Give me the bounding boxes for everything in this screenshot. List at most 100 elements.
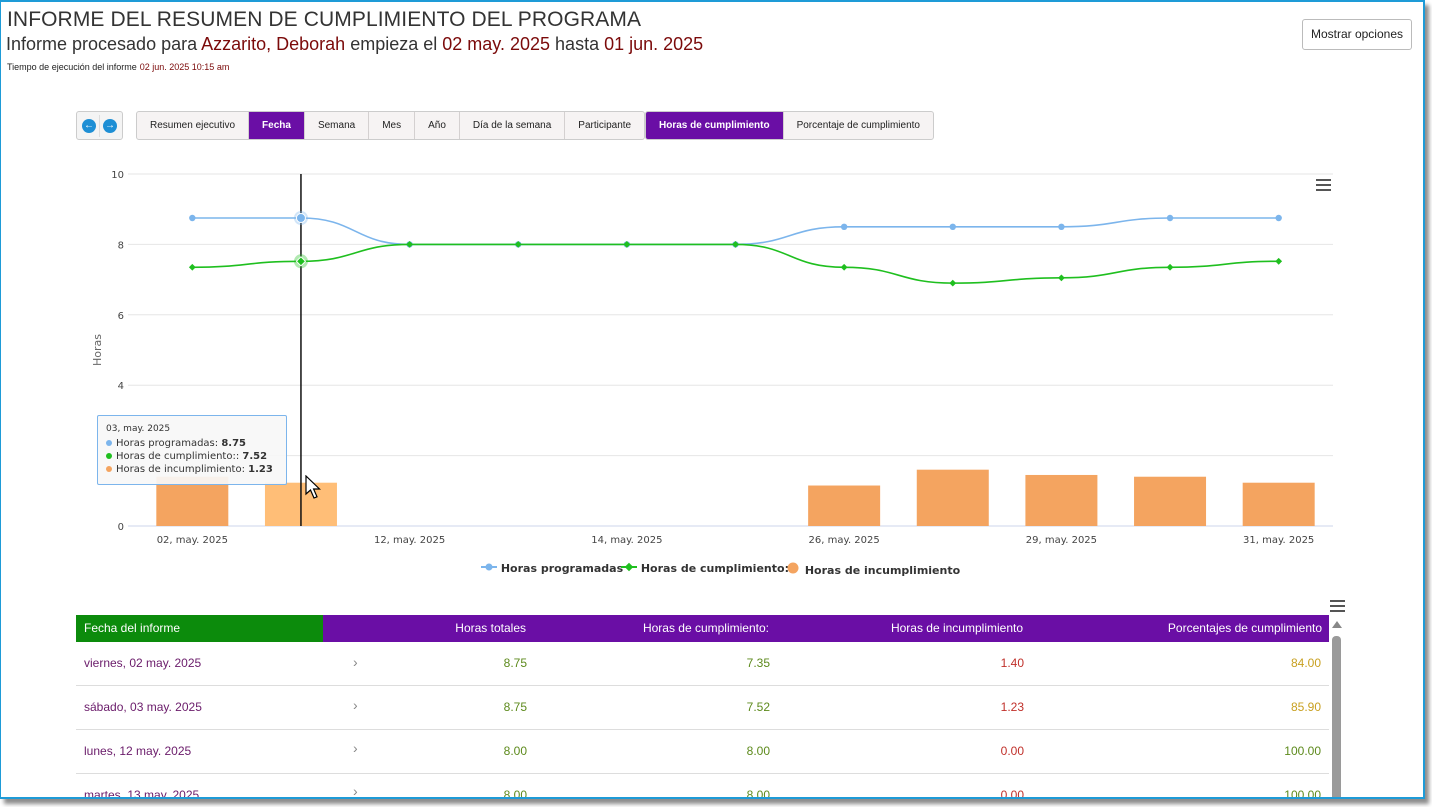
table-row[interactable]: martes, 13 may. 2025 8.00 8.00 0.00 100.… [76, 774, 1329, 799]
tooltip-value: 1.23 [248, 464, 273, 475]
cell-percent: 84.00 [1290, 656, 1321, 670]
arrow-right-icon: → [103, 118, 117, 133]
table-scrollbar[interactable] [1332, 636, 1341, 797]
chevron-right-icon[interactable]: › [353, 783, 358, 799]
data-point [840, 263, 848, 271]
data-point [840, 223, 848, 230]
table-row[interactable]: lunes, 12 may. 2025 8.00 8.00 0.00 100.0… [76, 730, 1329, 774]
data-point [1275, 214, 1282, 222]
header-horas-incumplimiento[interactable]: Horas de incumplimiento [890, 621, 1023, 635]
bar [1025, 474, 1098, 526]
tab-semana[interactable]: Semana [305, 112, 370, 139]
data-point [188, 263, 196, 271]
header-horas-cumplimiento[interactable]: Horas de cumplimiento: [642, 621, 769, 635]
legend-label: Horas de incumplimiento [804, 564, 961, 577]
tab-porcentaje-cumplimiento[interactable]: Porcentaje de cumplimiento [796, 120, 920, 131]
runtime-info: Tiempo de ejecución del informe 02 jun. 2… [7, 62, 229, 72]
start-date: 02 may. 2025 [442, 34, 551, 54]
legend-item-programadas[interactable]: Horas programadas [481, 562, 623, 575]
tooltip-label: Horas de incumplimiento: [116, 464, 245, 475]
cell-percent: 100.00 [1284, 744, 1321, 758]
tab-horas-cumplimiento[interactable]: Horas de cumplimiento [646, 112, 784, 139]
cell-date[interactable]: sábado, 03 may. 2025 [84, 700, 202, 714]
data-point [189, 214, 196, 222]
prev-button[interactable]: ← [79, 115, 99, 137]
tab-ano[interactable]: Año [415, 112, 460, 139]
subtitle-prefix: Informe procesado para [6, 34, 198, 54]
table-row[interactable]: sábado, 03 may. 2025 8.75 7.52 1.23 85.9… [76, 686, 1329, 730]
chart-tooltip: 03, may. 2025 Horas programadas: 8.75 Ho… [97, 415, 287, 485]
runtime-value: 02 jun. 2025 10:15 am [139, 62, 230, 72]
until-label: hasta [555, 34, 600, 54]
legend-label: Horas programadas [500, 562, 624, 575]
tooltip-dot-icon [106, 453, 112, 459]
data-point [295, 256, 307, 267]
data-point [514, 241, 522, 248]
tooltip-dot-icon [106, 466, 112, 472]
end-date: 01 jun. 2025 [604, 34, 704, 54]
bar [1134, 476, 1207, 526]
scroll-up-icon[interactable] [1332, 621, 1342, 628]
data-point [295, 213, 306, 223]
legend-dot-icon [787, 562, 799, 574]
data-point [1058, 223, 1065, 230]
page-title: INFORME DEL RESUMEN DE CUMPLIMIENTO DEL … [7, 8, 642, 31]
tooltip-label: Horas programadas: [116, 438, 219, 449]
tab-resumen-ejecutivo[interactable]: Resumen ejecutivo [137, 112, 250, 139]
tooltip-date: 03, may. 2025 [106, 424, 171, 434]
data-point [1058, 274, 1065, 282]
data-point [1166, 214, 1174, 222]
cell-date[interactable]: viernes, 02 may. 2025 [84, 656, 202, 670]
mouse-cursor-icon [305, 475, 321, 499]
x-tick-label: 12, may. 2025 [374, 535, 445, 546]
header-porcentajes[interactable]: Porcentajes de cumplimiento [1167, 621, 1322, 635]
bar [808, 485, 881, 526]
cell-noncompliance: 0.00 [1000, 788, 1024, 799]
cell-compliance: 8.00 [746, 744, 770, 758]
data-point [732, 241, 739, 248]
x-tick-label: 02, may. 2025 [157, 535, 228, 546]
tooltip-row: Horas programadas: 8.75 [106, 437, 278, 450]
table-menu-icon[interactable] [1330, 600, 1345, 612]
data-point [949, 223, 956, 230]
cell-compliance: 7.52 [746, 700, 770, 714]
next-button[interactable]: → [99, 114, 120, 137]
legend-item-incumplimiento[interactable]: Horas de incumplimiento [787, 562, 960, 577]
table-row[interactable]: viernes, 02 may. 2025 8.75 7.35 1.40 84.… [76, 642, 1329, 686]
tab-dia-semana[interactable]: Día de la semana [460, 112, 566, 139]
subject-name: Azzarito, Deborah [201, 34, 346, 54]
series-line [192, 243, 1279, 284]
cell-date[interactable]: lunes, 12 may. 2025 [84, 744, 192, 758]
header-fecha[interactable]: Fecha del informe [76, 615, 323, 642]
tooltip-row: Horas de incumplimiento: 1.23 [106, 463, 278, 476]
legend-item-cumplimiento[interactable]: Horas de cumplimiento: [621, 562, 789, 575]
tooltip-row: Horas de cumplimiento:: 7.52 [106, 450, 278, 463]
chevron-right-icon[interactable]: › [353, 740, 358, 756]
tab-participante[interactable]: Participante [578, 120, 632, 131]
show-options-button[interactable]: Mostrar opciones [1301, 19, 1412, 50]
cell-total: 8.75 [503, 656, 527, 670]
tooltip-dot-icon [106, 440, 112, 446]
data-point [623, 241, 631, 248]
tab-fecha[interactable]: Fecha [249, 112, 305, 139]
chevron-right-icon[interactable]: › [353, 697, 358, 713]
metric-tabs: Horas de cumplimiento Porcentaje de cump… [645, 111, 934, 140]
legend-line-icon [621, 562, 637, 572]
chevron-right-icon[interactable]: › [353, 654, 358, 670]
y-tick-label: 8 [118, 240, 124, 251]
cell-total: 8.75 [503, 700, 527, 714]
header-horas-totales[interactable]: Horas totales [455, 621, 526, 635]
tooltip-value: 7.52 [242, 451, 268, 462]
chart-menu-icon[interactable] [1316, 179, 1331, 191]
legend-line-icon [481, 563, 497, 571]
data-point [949, 279, 957, 287]
cell-total: 8.00 [503, 744, 527, 758]
tab-mes[interactable]: Mes [369, 112, 416, 139]
cell-noncompliance: 1.23 [1000, 700, 1024, 714]
y-tick-label: 6 [118, 311, 124, 322]
bar [916, 469, 989, 526]
cell-date[interactable]: martes, 13 may. 2025 [84, 788, 200, 799]
y-axis-label: Horas [91, 334, 104, 366]
arrow-left-icon: ← [82, 118, 96, 133]
